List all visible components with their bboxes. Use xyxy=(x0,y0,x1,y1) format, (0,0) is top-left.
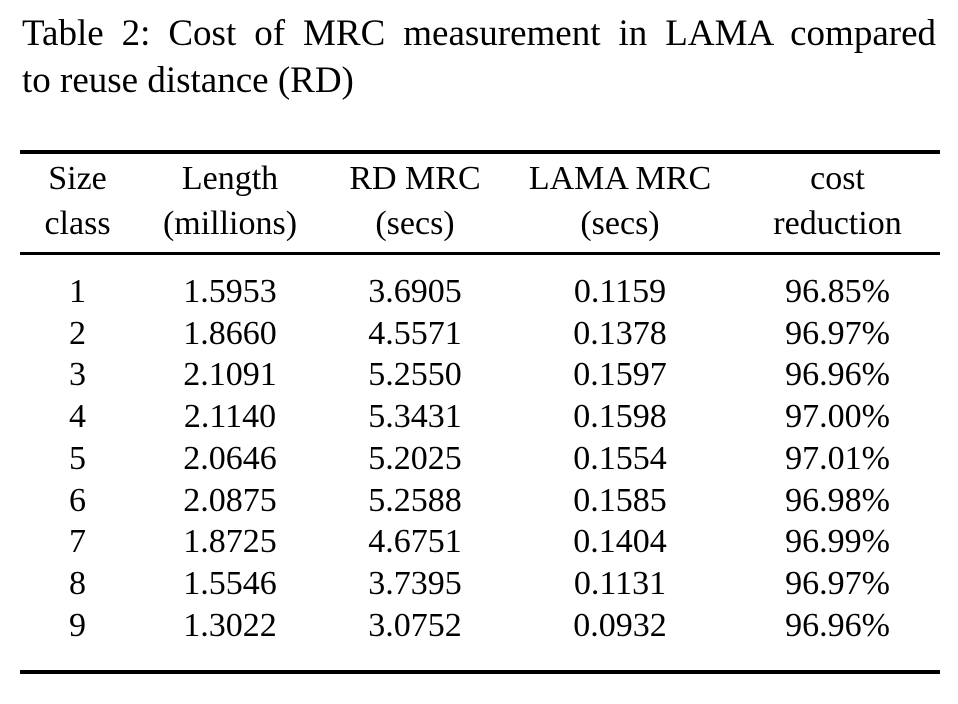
table-cell: 96.96% xyxy=(735,604,940,675)
table-cell: 5.2025 xyxy=(368,439,462,477)
table-cell: 1.8725 xyxy=(183,523,277,561)
col-header-line: class xyxy=(44,205,111,242)
col-header-cost-reduction: cost reduction xyxy=(735,150,940,255)
table-cell: 2.0875 xyxy=(183,481,277,519)
table-cell: 2.0646 xyxy=(183,439,277,477)
table-row: 2 1.8660 4.5571 0.1378 96.97% xyxy=(20,313,940,355)
col-header-line: Length xyxy=(181,160,279,197)
table-cell: 1 xyxy=(69,273,86,310)
table-cell: 2.1140 xyxy=(183,398,277,436)
caption-line-1: Table 2: Cost of MRC measurement in LAMA… xyxy=(22,13,936,54)
col-header-line: (secs) xyxy=(375,205,455,242)
table-cell: 96.85% xyxy=(785,273,890,310)
table-cell: 3.0752 xyxy=(325,604,505,675)
table-row: 5 2.0646 5.2025 0.1554 97.01% xyxy=(20,438,940,480)
table-cell: 5 xyxy=(69,439,86,477)
table-cell: 0.1159 xyxy=(573,273,667,310)
table-cell: 2.1091 xyxy=(183,356,277,394)
table-cell: 7 xyxy=(69,523,86,561)
table-cell: 1.8660 xyxy=(183,314,277,352)
table-row: 9 1.3022 3.0752 0.0932 96.96% xyxy=(20,604,940,675)
col-header-line: reduction xyxy=(773,205,902,242)
col-header-lama-mrc: LAMA MRC (secs) xyxy=(505,150,735,255)
table-cell: 1.3022 xyxy=(135,604,325,675)
header-row: Size class Length (millions) RD MRC (sec… xyxy=(20,150,940,255)
table-cell: 3.6905 xyxy=(368,273,462,310)
table-row: 8 1.5546 3.7395 0.1131 96.97% xyxy=(20,563,940,605)
table-cell: 0.0932 xyxy=(505,604,735,675)
table-row: 3 2.1091 5.2550 0.1597 96.96% xyxy=(20,354,940,396)
col-header-length: Length (millions) xyxy=(135,150,325,255)
col-header-line: LAMA MRC xyxy=(528,160,712,197)
table-cell: 0.1404 xyxy=(573,523,667,561)
col-header-line: (millions) xyxy=(162,205,298,242)
table-cell: 2 xyxy=(69,314,86,352)
table-cell: 0.1131 xyxy=(573,564,667,602)
col-header-line: (secs) xyxy=(580,205,660,242)
col-header-rd-mrc: RD MRC (secs) xyxy=(325,150,505,255)
table-cell: 5.3431 xyxy=(368,398,462,436)
table-body: 1 1.5953 3.6905 0.1159 96.85% 2 1.8660 4.5571 0.… xyxy=(20,254,940,675)
col-header-line: Size xyxy=(48,160,107,197)
table-row: 7 1.8725 4.6751 0.1404 96.99% xyxy=(20,521,940,563)
table-row: 4 2.1140 5.3431 0.1598 97.00% xyxy=(20,396,940,438)
table-cell: 4.6751 xyxy=(368,523,462,561)
table-cell: 3 xyxy=(69,356,86,394)
table-cell: 1.5953 xyxy=(183,273,277,310)
table-cell: 0.1597 xyxy=(573,356,667,394)
table-cell: 96.98% xyxy=(785,481,890,519)
table-row: 6 2.0875 5.2588 0.1585 96.98% xyxy=(20,480,940,522)
table-caption: Table 2: Cost of MRC measurement in LAMA… xyxy=(22,10,936,104)
table-cell: 96.97% xyxy=(785,564,890,602)
table-cell: 0.1598 xyxy=(573,398,667,436)
table-cell: 97.00% xyxy=(785,398,890,436)
table-header: Size class Length (millions) RD MRC (sec… xyxy=(20,150,940,255)
table-cell: 97.01% xyxy=(785,439,890,477)
table-cell: 5.2550 xyxy=(368,356,462,394)
table-cell: 4.5571 xyxy=(368,314,462,352)
col-header-line: RD MRC xyxy=(349,160,481,197)
col-header-size-class: Size class xyxy=(20,150,135,255)
table-row: 1 1.5953 3.6905 0.1159 96.85% xyxy=(20,254,940,313)
table-cell: 4 xyxy=(69,398,86,436)
table-cell: 0.1378 xyxy=(573,314,667,352)
table-cell: 96.97% xyxy=(785,314,890,352)
table-cell: 1.5546 xyxy=(183,564,277,602)
table-cell: 6 xyxy=(69,481,86,519)
cost-table: Size class Length (millions) RD MRC (sec… xyxy=(20,150,940,675)
table-cell: 5.2588 xyxy=(368,481,462,519)
table-cell: 96.96% xyxy=(785,356,890,394)
col-header-line: cost xyxy=(810,160,865,197)
table-cell: 8 xyxy=(69,564,86,602)
table-cell: 96.99% xyxy=(785,523,890,561)
table-cell: 0.1585 xyxy=(573,481,667,519)
table-cell: 9 xyxy=(20,604,135,675)
caption-line-2: to reuse distance (RD) xyxy=(22,60,354,101)
table-cell: 0.1554 xyxy=(573,439,667,477)
table-cell: 3.7395 xyxy=(368,564,462,602)
